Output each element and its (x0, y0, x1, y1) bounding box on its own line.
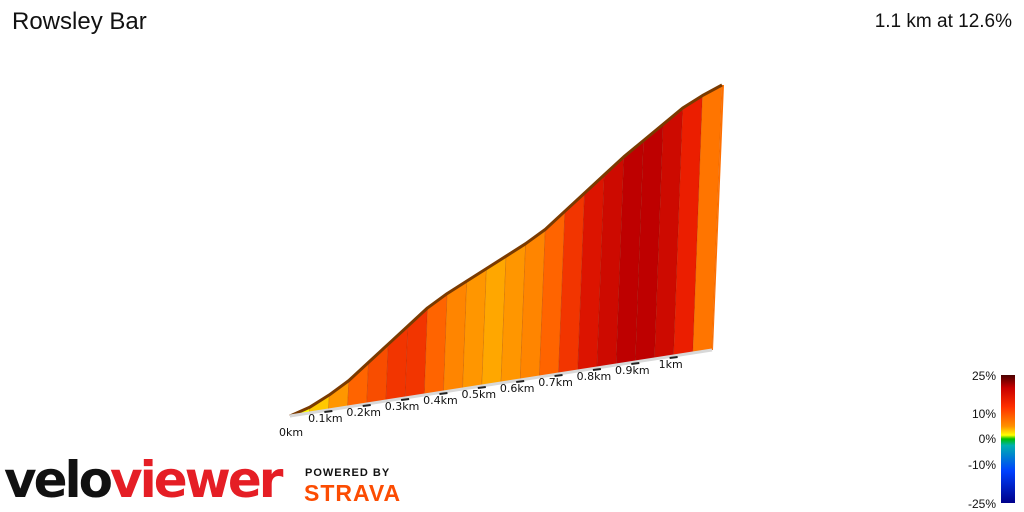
scale-label-minus10: -10% (967, 458, 996, 472)
km-tick-label: 0km (279, 426, 303, 439)
powered-by-label: POWERED BY (305, 467, 391, 479)
profile-base-line (289, 348, 713, 418)
profile-segment (347, 361, 369, 408)
gradient-color-scale (1001, 375, 1015, 503)
km-tick-label: 0.5km (462, 388, 497, 401)
veloviewer-logo: veloviewer (4, 451, 283, 509)
km-tick (400, 398, 410, 401)
km-tick-label: 0.6km (500, 382, 535, 395)
km-tick-label: 0.2km (346, 406, 381, 419)
km-tick (324, 410, 333, 413)
km-tick-label: 0.7km (538, 376, 573, 389)
segment-summary: 1.1 km at 12.6% (874, 11, 1012, 32)
scale-label-zero: 0% (978, 432, 996, 446)
km-tick (554, 374, 563, 377)
km-tick (631, 362, 640, 365)
km-tick-label: 0.9km (615, 364, 650, 377)
km-tick (439, 392, 448, 395)
km-tick (516, 380, 525, 383)
strava-logo: STRAVA (304, 480, 402, 506)
km-tick (362, 404, 371, 407)
profile-ridge-line (289, 83, 723, 418)
km-tick (477, 386, 486, 389)
km-tick-label: 0.1km (308, 412, 343, 425)
scale-label-min: -25% (967, 497, 996, 511)
km-tick-label: 1km (659, 358, 683, 371)
km-tick-label: 0.8km (577, 370, 612, 383)
scale-label-max: 25% (971, 369, 996, 383)
km-tick-label: 0.4km (423, 394, 458, 407)
logo-velo: velo (4, 451, 113, 509)
logo-viewer: viewer (110, 451, 283, 509)
km-tick (669, 356, 678, 359)
scale-label-10: 10% (971, 407, 996, 421)
profile-end-face (712, 85, 724, 350)
km-tick-label: 0.3km (385, 400, 420, 413)
profile-segment (404, 307, 428, 399)
km-tick (592, 368, 602, 371)
segment-title: Rowsley Bar (12, 8, 147, 35)
